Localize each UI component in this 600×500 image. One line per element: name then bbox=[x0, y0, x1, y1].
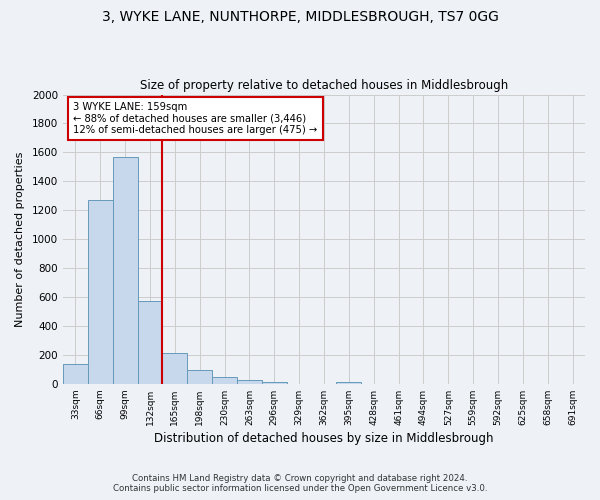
Bar bbox=[137, 300, 163, 384]
Text: 3, WYKE LANE, NUNTHORPE, MIDDLESBROUGH, TS7 0GG: 3, WYKE LANE, NUNTHORPE, MIDDLESBROUGH, … bbox=[101, 10, 499, 24]
Bar bbox=[113, 156, 137, 384]
Text: Contains HM Land Registry data © Crown copyright and database right 2024.: Contains HM Land Registry data © Crown c… bbox=[132, 474, 468, 483]
Title: Size of property relative to detached houses in Middlesbrough: Size of property relative to detached ho… bbox=[140, 79, 508, 92]
Bar bbox=[163, 352, 187, 384]
Bar bbox=[337, 382, 361, 384]
Text: 3 WYKE LANE: 159sqm
← 88% of detached houses are smaller (3,446)
12% of semi-det: 3 WYKE LANE: 159sqm ← 88% of detached ho… bbox=[73, 102, 318, 135]
Y-axis label: Number of detached properties: Number of detached properties bbox=[15, 152, 25, 327]
Bar bbox=[237, 380, 262, 384]
Bar bbox=[63, 364, 88, 384]
Text: Contains public sector information licensed under the Open Government Licence v3: Contains public sector information licen… bbox=[113, 484, 487, 493]
Bar bbox=[187, 370, 212, 384]
Bar bbox=[212, 376, 237, 384]
X-axis label: Distribution of detached houses by size in Middlesbrough: Distribution of detached houses by size … bbox=[154, 432, 494, 445]
Bar bbox=[88, 200, 113, 384]
Bar bbox=[262, 382, 287, 384]
